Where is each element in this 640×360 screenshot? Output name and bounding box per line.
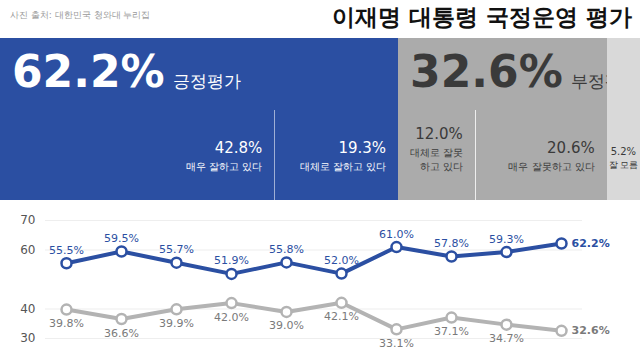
html-text:12.0%: 12.0% [415,125,463,143]
svg-text:52.0%: 52.0% [324,254,359,267]
svg-text:42.0%: 42.0% [214,311,249,324]
html-text:잘 모름: 잘 모름 [608,160,639,170]
svg-text:51.9%: 51.9% [214,254,249,267]
html-text:5.2%: 5.2% [610,146,636,157]
html-text:대체로 잘하고 있다: 대체로 잘하고 있다 [299,161,387,172]
svg-text:55.8%: 55.8% [269,243,304,256]
svg-text:55.7%: 55.7% [159,243,194,256]
svg-text:33.1%: 33.1% [379,337,414,350]
html-text:62.2%: 62.2% [12,46,165,97]
svg-text:62.2%: 62.2% [572,237,610,250]
svg-text:55.5%: 55.5% [49,244,84,257]
svg-text:61.0%: 61.0% [379,228,414,241]
svg-text:59.3%: 59.3% [489,233,524,246]
html-text:19.3%: 19.3% [338,139,387,157]
svg-text:40: 40 [20,302,35,316]
svg-text:30: 30 [20,331,35,345]
svg-text:39.8%: 39.8% [49,317,84,330]
html-text:대체로 잘못하고 있다: 대체로 잘못하고 있다 [409,147,463,172]
svg-text:57.8%: 57.8% [434,237,469,250]
html-text:이재명 대통령 국정운영 평가: 이재명 대통령 국정운영 평가 [332,4,632,30]
html-text:부정평가: 부정평가 [570,71,639,91]
html-text:사진 출처: 대한민국 청와대 누리집: 사진 출처: 대한민국 청와대 누리집 [10,10,151,20]
svg-text:39.9%: 39.9% [159,317,194,330]
svg-text:34.7%: 34.7% [489,332,524,345]
svg-text:32.6%: 32.6% [572,324,610,337]
html-text:20.6%: 20.6% [547,139,595,157]
svg-text:42.1%: 42.1% [324,310,359,323]
svg-text:70: 70 [20,213,35,227]
svg-text:59.5%: 59.5% [104,232,139,245]
html-text:32.6%: 32.6% [410,46,563,97]
svg-text:39.0%: 39.0% [269,319,304,332]
svg-text:60: 60 [20,243,35,257]
html-text:긍정평가: 긍정평가 [172,71,241,91]
svg-text:36.6%: 36.6% [104,327,139,340]
svg-text:37.1%: 37.1% [434,325,469,338]
html-text:매우 잘하고 있다: 매우 잘하고 있다 [186,161,263,172]
html-text:42.8%: 42.8% [214,139,263,157]
html-text:매우 잘못하고 있다: 매우 잘못하고 있다 [508,161,595,172]
